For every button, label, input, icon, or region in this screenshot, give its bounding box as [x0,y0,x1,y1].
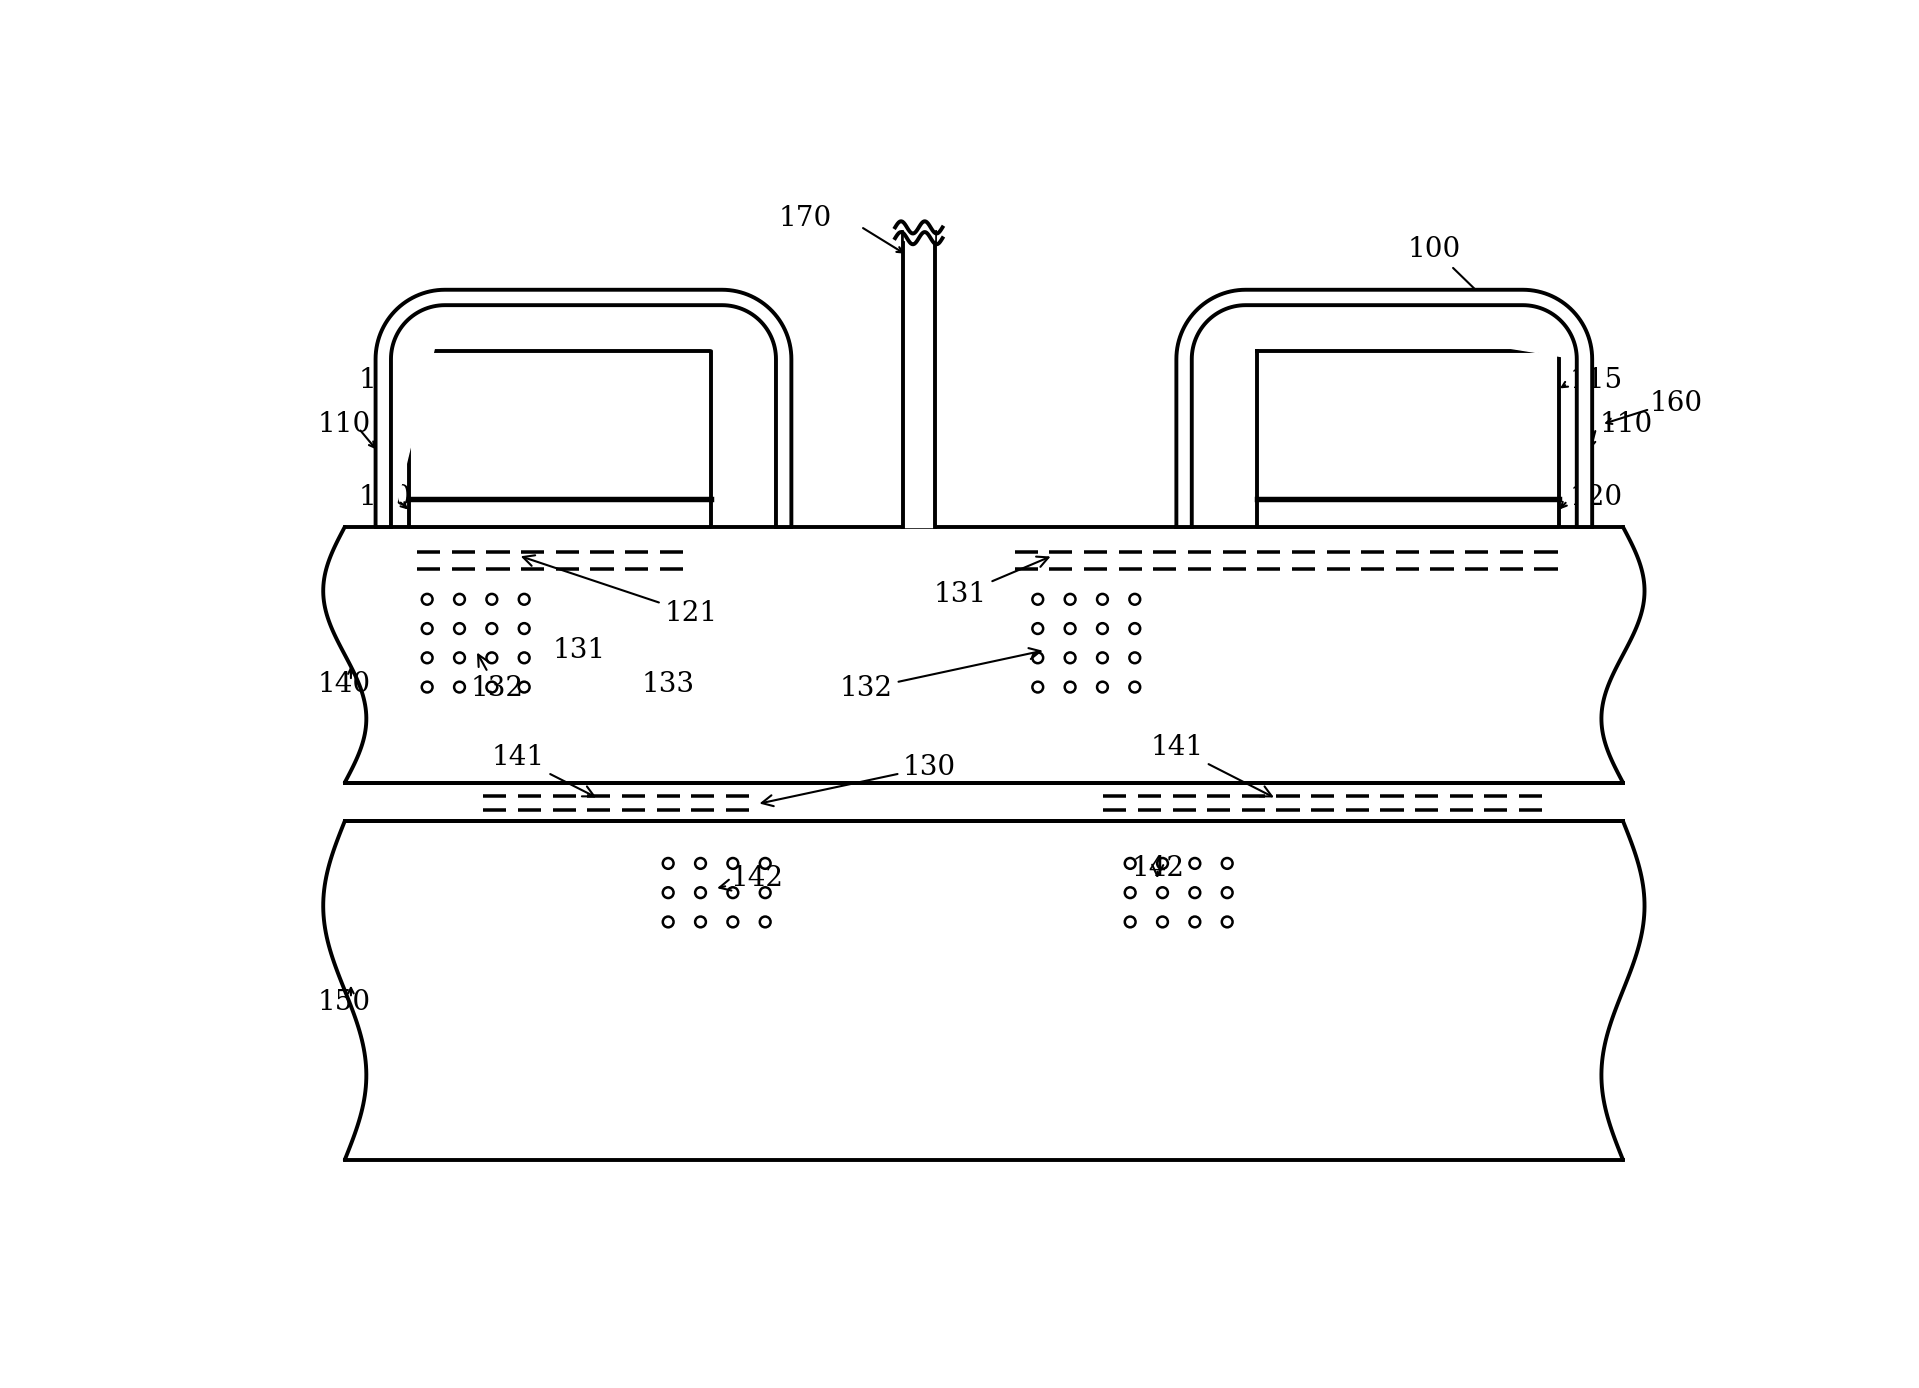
Polygon shape [1257,351,1558,527]
Polygon shape [1176,290,1593,527]
Text: 132: 132 [841,648,1040,702]
Text: 121: 121 [522,555,718,626]
Text: 131: 131 [553,637,606,663]
Text: 132: 132 [470,655,524,702]
Text: 115: 115 [1570,366,1622,394]
Text: 142: 142 [720,865,783,892]
Text: 140: 140 [319,670,370,698]
Text: 115: 115 [359,366,413,394]
Polygon shape [345,783,1623,822]
Text: 120: 120 [359,484,413,511]
Text: 142: 142 [1130,855,1184,883]
Text: 100: 100 [1409,236,1512,325]
Polygon shape [345,822,1623,1160]
Text: 110: 110 [1600,411,1652,439]
Text: 130: 130 [762,754,956,806]
Text: 131: 131 [935,557,1048,608]
Text: 160: 160 [1650,390,1702,418]
Text: 120: 120 [1570,484,1622,511]
Polygon shape [904,217,933,240]
Text: 110: 110 [319,411,370,439]
Text: 141: 141 [491,744,595,797]
Polygon shape [376,290,791,527]
Polygon shape [409,351,710,527]
Polygon shape [345,527,1623,783]
Text: 133: 133 [641,670,695,698]
Text: 141: 141 [1149,734,1272,797]
Text: 150: 150 [319,988,370,1016]
Polygon shape [904,232,935,527]
Text: 170: 170 [779,205,831,232]
